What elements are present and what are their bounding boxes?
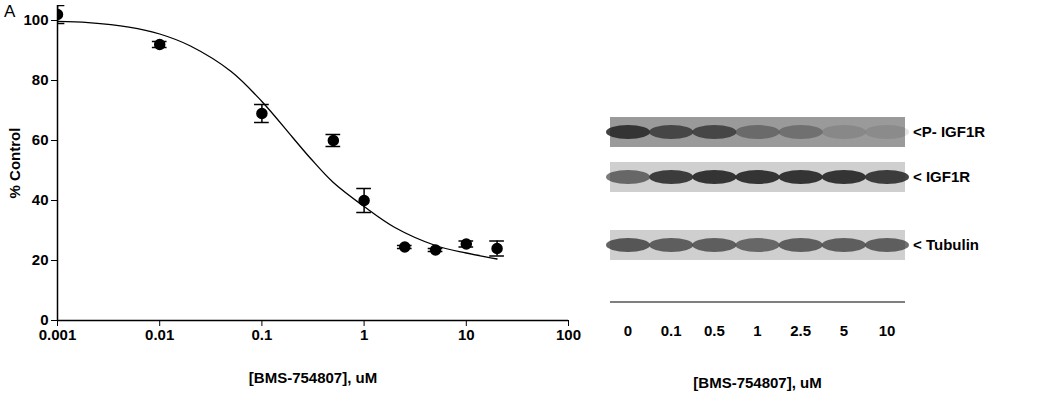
svg-text:0.01: 0.01: [145, 326, 174, 343]
svg-text:60: 60: [32, 131, 49, 148]
svg-text:5: 5: [840, 322, 848, 339]
svg-text:0.1: 0.1: [251, 326, 272, 343]
svg-text:10: 10: [458, 326, 475, 343]
svg-text:< Tubulin: < Tubulin: [913, 236, 979, 253]
svg-text:100: 100: [556, 326, 581, 343]
svg-text:0: 0: [624, 322, 632, 339]
svg-text:0: 0: [40, 311, 49, 329]
svg-text:80: 80: [32, 71, 49, 88]
svg-text:<P- IGF1R: <P- IGF1R: [913, 123, 985, 140]
svg-text:0.1: 0.1: [661, 322, 682, 339]
svg-text:2.5: 2.5: [790, 322, 811, 339]
html-text:A: A: [4, 2, 16, 21]
svg-text:20: 20: [32, 251, 49, 268]
svg-text:1: 1: [753, 322, 761, 339]
svg-text:[BMS-754807], uM: [BMS-754807], uM: [693, 374, 821, 391]
svg-text:40: 40: [32, 191, 49, 208]
svg-text:100: 100: [23, 11, 48, 28]
svg-text:1: 1: [360, 326, 368, 343]
svg-text:0.001: 0.001: [39, 326, 77, 343]
svg-text:< IGF1R: < IGF1R: [913, 168, 970, 185]
svg-text:10: 10: [879, 322, 896, 339]
svg-text:0.5: 0.5: [704, 322, 725, 339]
svg-text:% Control: % Control: [6, 128, 23, 199]
svg-text:[BMS-754807], uM: [BMS-754807], uM: [249, 369, 377, 386]
